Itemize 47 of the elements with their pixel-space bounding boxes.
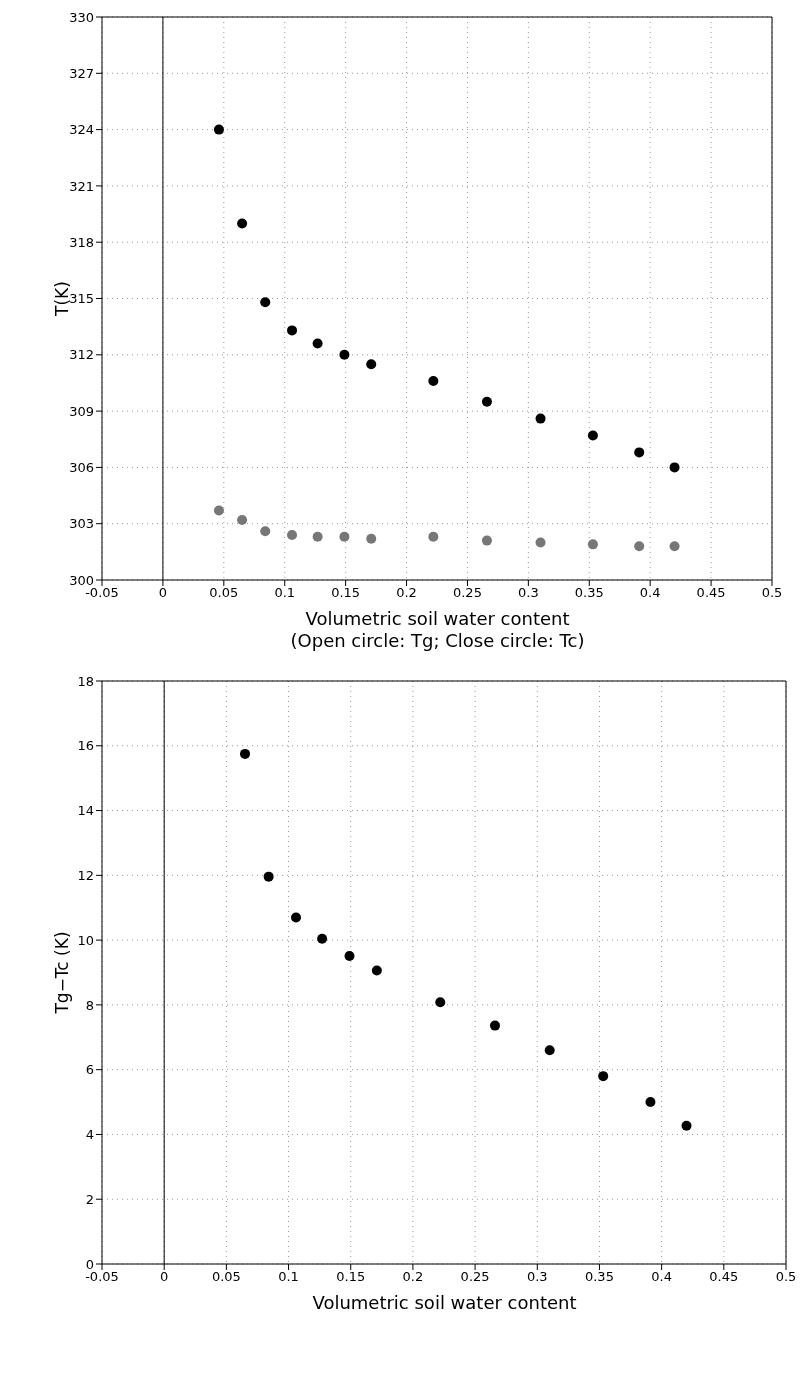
x-tick-label: -0.05: [85, 1269, 119, 1285]
y-tick-label: 2: [85, 1191, 94, 1207]
x-tick-label: 0.15: [336, 1269, 366, 1285]
x-axis-title: Volumetric soil water content (Open circle: Tg; Close circle: Tc): [289, 608, 586, 652]
y-tick-label: 0: [85, 1256, 94, 1272]
x-tick-label: 0.3: [526, 1269, 548, 1285]
y-tick-label: 300: [69, 572, 94, 588]
y-tick-label: 309: [69, 403, 94, 419]
y-tick-label: 8: [85, 997, 94, 1013]
x-tick-label: 0.05: [211, 1269, 241, 1285]
x-tick-label: 0.25: [460, 1269, 490, 1285]
x-tick-label: 0.35: [574, 585, 604, 601]
y-tick-label: 327: [69, 65, 94, 81]
x-tick-label: 0.5: [775, 1269, 797, 1285]
x-tick-label: 0.35: [584, 1269, 614, 1285]
x-tick-label: 0: [160, 1269, 169, 1285]
x-axis-title: Volumetric soil water content: [311, 1292, 578, 1314]
x-tick-label: -0.05: [85, 585, 119, 601]
y-axis-title: Tg−Tc (K): [52, 931, 73, 1015]
x-tick-label: 0.45: [709, 1269, 739, 1285]
y-tick-label: 312: [69, 347, 94, 363]
x-tick-label: 0.1: [274, 585, 296, 601]
x-tick-label: 0.2: [402, 1269, 424, 1285]
y-tick-label: 6: [85, 1062, 94, 1078]
x-tick-label: 0: [158, 585, 168, 601]
y-tick-label: 16: [77, 738, 94, 754]
x-tick-label: 0.45: [696, 585, 726, 601]
y-tick-label: 303: [69, 516, 94, 532]
x-tick-label: 0.05: [209, 585, 239, 601]
x-tick-label: 0.4: [639, 585, 661, 601]
y-tick-label: 321: [69, 178, 94, 194]
x-tick-label: 0.1: [278, 1269, 299, 1285]
y-tick-label: 318: [69, 234, 94, 250]
y-tick-label: 12: [77, 867, 94, 883]
y-tick-label: 306: [69, 460, 94, 476]
x-tick-label: 0.15: [331, 585, 361, 601]
y-tick-label: 18: [77, 673, 94, 689]
y-tick-label: 324: [69, 122, 94, 138]
y-tick-label: 4: [85, 1127, 94, 1143]
x-tick-label: 0.4: [651, 1269, 672, 1285]
y-tick-label: 14: [77, 803, 94, 819]
y-tick-label: 10: [77, 932, 94, 948]
y-tick-label: 330: [69, 9, 94, 25]
x-tick-label: 0.25: [452, 585, 482, 601]
x-tick-label: 0.2: [396, 585, 417, 601]
x-tick-label: 0.3: [518, 585, 539, 601]
x-tick-label: 0.5: [761, 585, 783, 601]
